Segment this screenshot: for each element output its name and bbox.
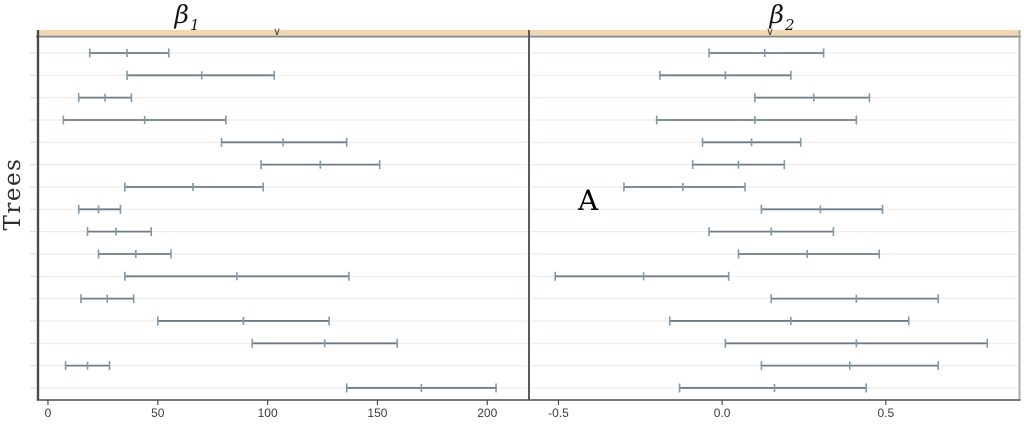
pointrange-row	[80, 294, 135, 304]
x-tick-label: -0.5	[548, 406, 569, 420]
panel-annotation-a: A	[578, 184, 599, 217]
pointrange-row	[124, 271, 350, 281]
pointrange-row	[97, 249, 172, 259]
panel-title-beta1-subscript: 1	[189, 16, 200, 34]
x-tick-label: 0.5	[877, 406, 894, 420]
panel-title-beta1: β1	[139, 0, 235, 34]
pointrange-row	[668, 316, 910, 326]
pointrange-row	[737, 249, 881, 259]
x-tick-label: 0.0	[714, 406, 731, 420]
panel-title-beta2-subscript: 2	[784, 16, 795, 34]
panel-left: 0 50 100 150 200	[30, 48, 527, 420]
pointrange-row	[345, 383, 497, 393]
pointrange-row	[251, 338, 399, 348]
panel-title-beta2: β2	[734, 0, 830, 34]
pointrange-row	[88, 48, 170, 58]
pointrange-row	[655, 115, 858, 125]
pointrange-row	[86, 227, 153, 237]
pointrange-row	[770, 294, 939, 304]
pointrange-row	[126, 70, 276, 80]
x-tick-label: 100	[258, 406, 278, 420]
pointrange-row	[260, 160, 381, 170]
pointrange-row	[554, 271, 730, 281]
pointrange-row	[77, 204, 122, 214]
pointrange-row	[220, 137, 348, 147]
pointrange-row	[760, 204, 884, 214]
pointrange-row	[708, 48, 825, 58]
pointrange-row	[754, 93, 871, 103]
pointrange-row	[760, 361, 939, 371]
pointrange-row	[157, 316, 330, 326]
chevron-down-icon: ∨	[272, 25, 282, 38]
pointrange-row	[659, 70, 792, 80]
pointrange-row	[708, 227, 835, 237]
pointrange-row	[724, 338, 989, 348]
pointrange-row	[124, 182, 265, 192]
pointrange-row	[62, 115, 227, 125]
pointrange-row	[77, 93, 133, 103]
pointrange-row	[623, 182, 746, 192]
panel-title-beta2-base: β	[769, 0, 784, 29]
x-tick-label: 200	[477, 406, 497, 420]
x-tick-label: 50	[151, 406, 165, 420]
pointrange-row	[64, 361, 111, 371]
pointrange-row	[691, 160, 786, 170]
pointrange-row	[678, 383, 867, 393]
y-axis-label: Trees	[0, 157, 26, 231]
x-tick-label: 150	[367, 406, 387, 420]
chevron-down-icon: ∨	[765, 25, 775, 38]
pointrange-row	[701, 137, 802, 147]
x-tick-label: 0	[45, 406, 52, 420]
panel-title-beta1-base: β	[174, 0, 189, 29]
panel-right: -0.5 0.0 0.5	[531, 48, 1018, 420]
